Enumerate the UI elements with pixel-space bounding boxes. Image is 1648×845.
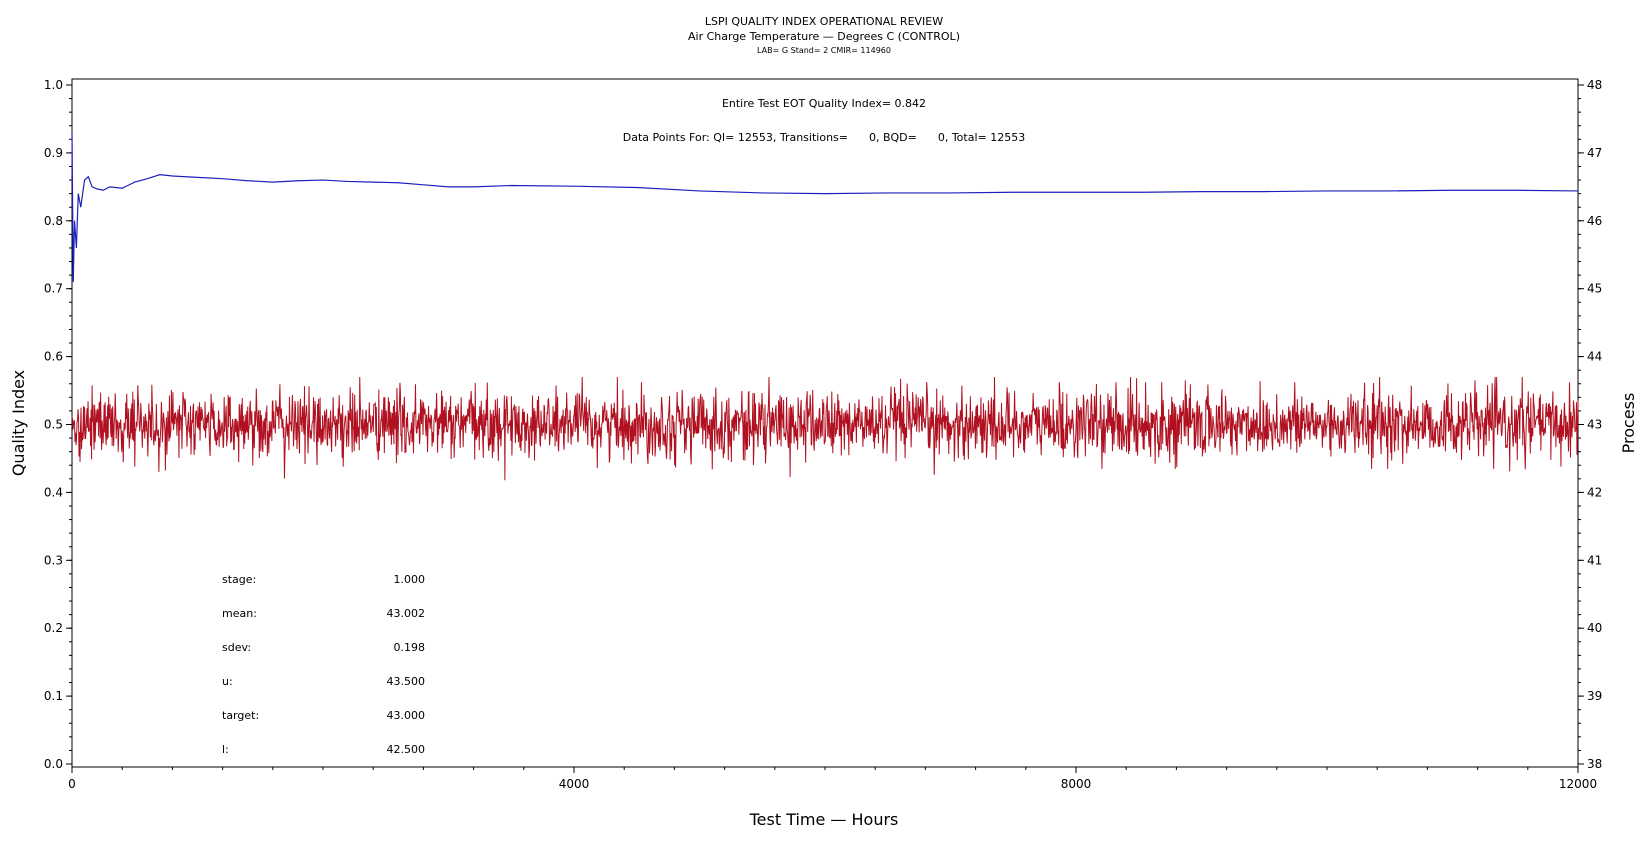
stat-label: sdev:: [222, 641, 251, 654]
y-tick-label: 0.7: [44, 282, 63, 296]
y-tick-label: 0.2: [44, 621, 63, 635]
y-tick-label: 0.8: [44, 214, 63, 228]
y2-tick-label: 45: [1587, 282, 1602, 296]
y-tick-label: 0.0: [44, 757, 63, 771]
chart-title: LSPI QUALITY INDEX OPERATIONAL REVIEW: [705, 15, 943, 28]
x-axis-label: Test Time — Hours: [749, 810, 899, 829]
y2-tick-label: 40: [1587, 621, 1602, 635]
stat-value: 42.500: [387, 743, 426, 756]
y-tick-label: 0.1: [44, 689, 63, 703]
eot-annotation: Entire Test EOT Quality Index= 0.842: [722, 97, 926, 110]
chart-subtitle-lab: LAB= G Stand= 2 CMIR= 114960: [757, 46, 891, 55]
stat-label: target:: [222, 709, 259, 722]
stat-label: mean:: [222, 607, 257, 620]
y2-tick-label: 46: [1587, 214, 1602, 228]
y2-tick-label: 41: [1587, 553, 1602, 567]
y-tick-label: 0.6: [44, 350, 63, 364]
left-axis: 0.0 0.1 0.2 0.3 0.4 0.5 0.6 0.7 0.8 0.9 1.0: [44, 78, 72, 771]
y2-tick-label: 44: [1587, 350, 1602, 364]
stat-value: 43.500: [387, 675, 426, 688]
chart-subtitle: Air Charge Temperature — Degrees C (CONT…: [688, 30, 960, 43]
series-layer: [71, 132, 1579, 481]
y-tick-label: 0.3: [44, 553, 63, 567]
stat-value: 43.002: [387, 607, 426, 620]
y-axis-label: Quality Index: [9, 370, 28, 476]
stat-label: l:: [222, 743, 229, 756]
stat-label: stage:: [222, 573, 256, 586]
y2-tick-label: 42: [1587, 485, 1602, 499]
x-tick-label: 12000: [1559, 777, 1597, 791]
y-tick-label: 0.9: [44, 146, 63, 160]
stat-value: 43.000: [387, 709, 426, 722]
points-annotation: Data Points For: QI= 12553, Transitions=…: [623, 131, 1025, 144]
stat-value: 0.198: [394, 641, 426, 654]
process-series-line: [71, 376, 1579, 481]
y2-tick-label: 38: [1587, 757, 1602, 771]
y2-axis-label: Process: [1619, 393, 1638, 454]
right-axis: 38 39 40 41 42 43 44 45 46 47 48: [1578, 78, 1602, 771]
x-tick-label: 8000: [1061, 777, 1092, 791]
y-tick-label: 0.5: [44, 418, 63, 432]
stat-label: u:: [222, 675, 233, 688]
y-tick-label: 0.4: [44, 485, 63, 499]
x-tick-label: 0: [68, 777, 76, 791]
y2-tick-label: 39: [1587, 689, 1602, 703]
y2-tick-label: 48: [1587, 78, 1602, 92]
y2-tick-label: 43: [1587, 418, 1602, 432]
bottom-axis: 0 4000 8000 12000: [68, 767, 1597, 791]
quality-index-series-line: [71, 132, 1579, 282]
y2-tick-label: 47: [1587, 146, 1602, 160]
stats-block: stage: 1.000 mean: 43.002 sdev: 0.198 u: 43.500…: [222, 573, 425, 756]
y-tick-label: 1.0: [44, 78, 63, 92]
x-tick-label: 4000: [559, 777, 590, 791]
stat-value: 1.000: [394, 573, 426, 586]
